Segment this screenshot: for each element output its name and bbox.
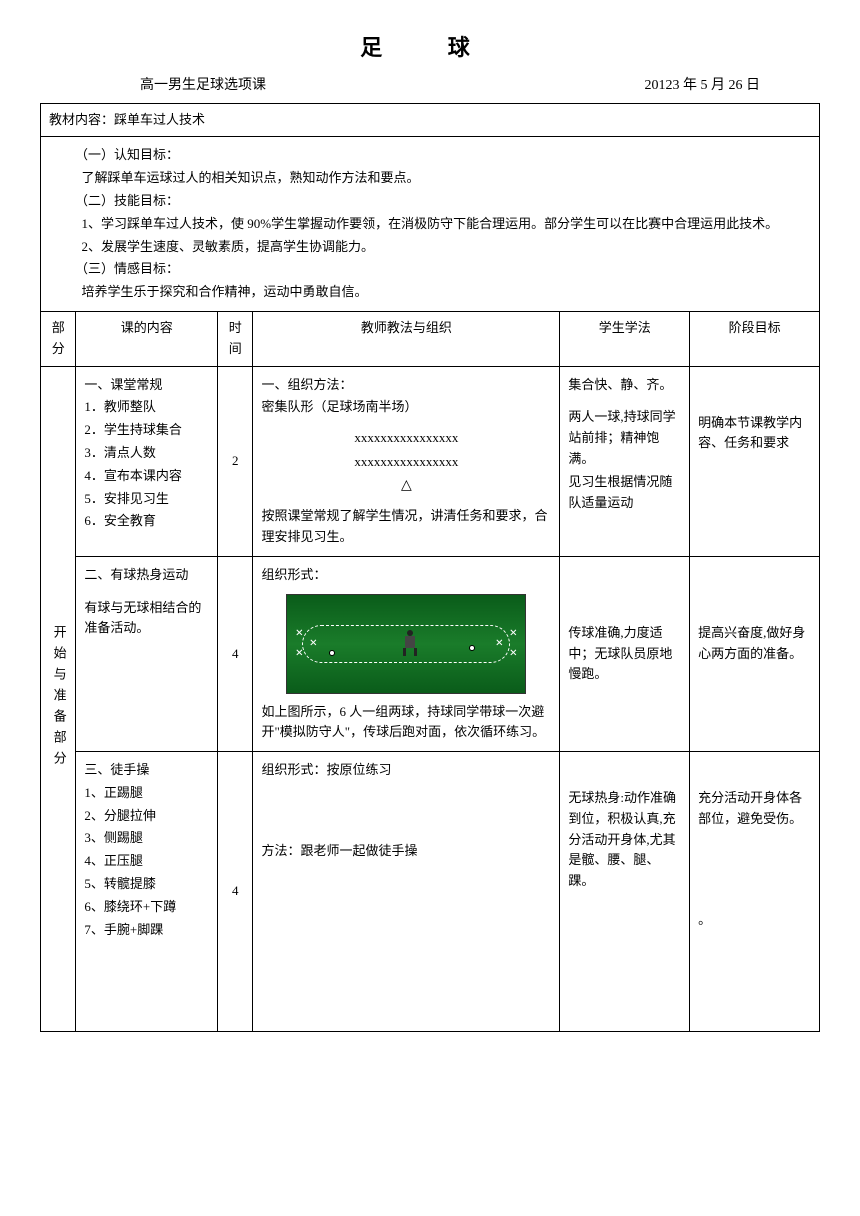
goal-end: 。 (698, 910, 811, 931)
student-text: 传球准确,力度适中；无球队员原地慢跑。 (568, 623, 681, 685)
list-item: 2、分腿拉伸 (84, 806, 209, 827)
list-item: 5．安排见习生 (84, 489, 209, 510)
subtitle-right: 20123 年 5 月 26 日 (645, 75, 761, 97)
method-sub: 密集队形（足球场南半场） (261, 397, 551, 418)
header-student: 学生学法 (560, 311, 690, 366)
row1-content: 一、课堂常规 1．教师整队 2．学生持球集合 3．清点人数 4．宣布本课内容 5… (76, 366, 218, 556)
student-text: 集合快、静、齐。 (568, 375, 681, 396)
row3-title: 三、徒手操 (84, 760, 209, 781)
row1-student: 集合快、静、齐。 两人一球,持球同学站前排；精神饱满。 见习生根据情况随队适量运… (560, 366, 690, 556)
obj3-label: （三）情感目标： (49, 259, 811, 280)
method-text: 如上图所示，6 人一组两球，持球同学带球一次避开"模拟防守人"，传球后跑对面，依… (261, 702, 551, 744)
lesson-plan-table: 教材内容：踩单车过人技术 （一）认知目标： 了解踩单车运球过人的相关知识点，熟知… (40, 103, 820, 1033)
obj2-text1: 1、学习踩单车过人技术，使 90%学生掌握动作要领，在消极防守下能合理运用。部分… (49, 214, 811, 235)
ball-icon (469, 645, 475, 651)
list-item: 3、侧踢腿 (84, 828, 209, 849)
objectives-row: （一）认知目标： 了解踩单车运球过人的相关知识点，熟知动作方法和要点。 （二）技… (41, 137, 820, 312)
obj3-text: 培养学生乐于探究和合作精神，运动中勇敢自信。 (49, 282, 811, 303)
row2-time: 4 (218, 556, 253, 751)
list-item: 1、正踢腿 (84, 783, 209, 804)
obj1-text: 了解踩单车运球过人的相关知识点，熟知动作方法和要点。 (49, 168, 811, 189)
student-text: 两人一球,持球同学站前排；精神饱满。 (568, 407, 681, 469)
row3-time: 4 (218, 752, 253, 1032)
obj2-text2: 2、发展学生速度、灵敏素质，提高学生协调能力。 (49, 237, 811, 258)
ball-icon (329, 650, 335, 656)
table-row: 开始与准备部分 一、课堂常规 1．教师整队 2．学生持球集合 3．清点人数 4．… (41, 366, 820, 556)
page-title: 足 球 (40, 30, 820, 65)
triangle-icon: △ (261, 473, 551, 498)
method-title: 一、组织方法： (261, 375, 551, 396)
table-row: 三、徒手操 1、正踢腿 2、分腿拉伸 3、侧踢腿 4、正压腿 5、转髋提膝 6、… (41, 752, 820, 1032)
subtitle-left: 高一男生足球选项课 (140, 75, 266, 97)
header-time: 时间 (218, 311, 253, 366)
x-mark-icon: × (495, 633, 503, 655)
header-goal: 阶段目标 (690, 311, 820, 366)
list-item: 3．清点人数 (84, 443, 209, 464)
list-item: 1．教师整队 (84, 397, 209, 418)
row2-content: 二、有球热身运动 有球与无球相结合的准备活动。 (76, 556, 218, 751)
formation-line: xxxxxxxxxxxxxxxx (261, 426, 551, 449)
goal-text: 提高兴奋度,做好身心两方面的准备。 (698, 623, 811, 665)
x-mark-icon: × (309, 633, 317, 655)
obj2-label: （二）技能目标： (49, 191, 811, 212)
goal-text: 明确本节课教学内容、任务和要求 (698, 413, 811, 455)
row2-student: 传球准确,力度适中；无球队员原地慢跑。 (560, 556, 690, 751)
row3-goal: 充分活动开身体各部位，避免受伤。 。 (690, 752, 820, 1032)
list-item: 5、转髋提膝 (84, 874, 209, 895)
header-content: 课的内容 (76, 311, 218, 366)
method-text: 方法：跟老师一起做徒手操 (261, 841, 551, 862)
list-item: 4．宣布本课内容 (84, 466, 209, 487)
row3-student: 无球热身:动作准确到位，积极认真,充分活动开身体,尤其是髋、腰、腿、踝。 (560, 752, 690, 1032)
material-row: 教材内容：踩单车过人技术 (41, 103, 820, 137)
row1-time: 2 (218, 366, 253, 556)
row3-content: 三、徒手操 1、正踢腿 2、分腿拉伸 3、侧踢腿 4、正压腿 5、转髋提膝 6、… (76, 752, 218, 1032)
subtitle-row: 高一男生足球选项课 20123 年 5 月 26 日 (40, 75, 820, 102)
row1-method: 一、组织方法： 密集队形（足球场南半场） xxxxxxxxxxxxxxxx xx… (253, 366, 560, 556)
method-text: 按照课堂常规了解学生情况，讲清任务和要求，合理安排见习生。 (261, 506, 551, 548)
method-title: 组织形式： (261, 565, 551, 586)
list-item: 6．安全教育 (84, 511, 209, 532)
table-row: 二、有球热身运动 有球与无球相结合的准备活动。 4 组织形式： × × × × … (41, 556, 820, 751)
header-part: 部分 (41, 311, 76, 366)
player-icon (402, 630, 418, 658)
method-title: 组织形式：按原位练习 (261, 760, 551, 781)
header-method: 教师教法与组织 (253, 311, 560, 366)
row2-text: 有球与无球相结合的准备活动。 (84, 598, 209, 640)
list-item: 2．学生持球集合 (84, 420, 209, 441)
field-diagram: × × × × × × (286, 594, 526, 694)
list-item: 4、正压腿 (84, 851, 209, 872)
row2-method: 组织形式： × × × × × × 如上 (253, 556, 560, 751)
formation-diagram: xxxxxxxxxxxxxxxx xxxxxxxxxxxxxxxx △ (261, 426, 551, 498)
side-label: 开始与准备部分 (41, 366, 76, 1032)
row2-title: 二、有球热身运动 (84, 565, 209, 586)
student-text: 无球热身:动作准确到位，积极认真,充分活动开身体,尤其是髋、腰、腿、踝。 (568, 788, 681, 892)
row1-title: 一、课堂常规 (84, 375, 209, 396)
formation-line: xxxxxxxxxxxxxxxx (261, 450, 551, 473)
x-mark-icon: × (295, 643, 303, 665)
row3-method: 组织形式：按原位练习 方法：跟老师一起做徒手操 (253, 752, 560, 1032)
x-mark-icon: × (509, 643, 517, 665)
student-text: 见习生根据情况随队适量运动 (568, 472, 681, 514)
list-item: 6、膝绕环+下蹲 (84, 897, 209, 918)
row1-goal: 明确本节课教学内容、任务和要求 (690, 366, 820, 556)
list-item: 7、手腕+脚踝 (84, 920, 209, 941)
goal-text: 充分活动开身体各部位，避免受伤。 (698, 788, 811, 830)
obj1-label: （一）认知目标： (49, 145, 811, 166)
row2-goal: 提高兴奋度,做好身心两方面的准备。 (690, 556, 820, 751)
